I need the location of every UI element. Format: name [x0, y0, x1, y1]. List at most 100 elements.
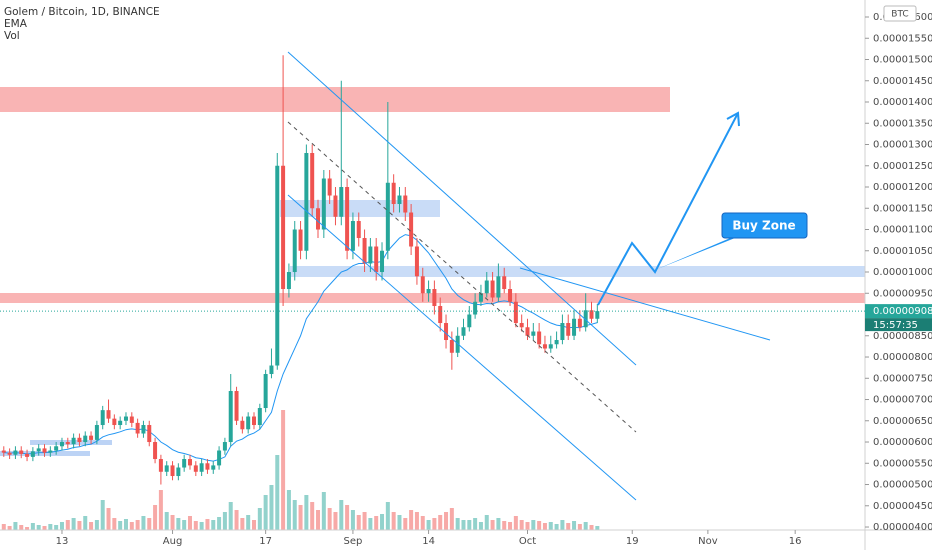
candle-body	[560, 323, 565, 341]
y-tick-label: 0.00001250	[873, 161, 932, 172]
candle-body	[59, 442, 64, 447]
volume-bar	[182, 520, 187, 530]
volume-bar	[554, 524, 559, 530]
candle-body	[269, 365, 274, 375]
candle-body	[397, 195, 402, 205]
volume-bar	[164, 512, 169, 530]
candle-body	[554, 340, 559, 345]
volume-bar	[380, 514, 385, 530]
volume-bar	[141, 516, 146, 530]
candle-body	[420, 276, 425, 294]
volume-bar	[461, 520, 466, 530]
y-tick-label: 0.00000550	[873, 458, 932, 469]
candle-body	[298, 229, 303, 251]
candle-body	[380, 250, 385, 273]
candle-body	[502, 276, 507, 290]
volume-bar	[496, 518, 501, 530]
volume-bar	[473, 518, 478, 530]
volume-bar	[490, 520, 495, 530]
candle-body	[589, 310, 594, 319]
candle-body	[153, 442, 158, 460]
volume-bar	[94, 520, 99, 530]
volume-bar	[176, 518, 181, 530]
volume-bar	[48, 524, 53, 530]
candle-body	[478, 293, 483, 302]
mid-line	[287, 121, 637, 433]
x-tick-label: 19	[626, 536, 639, 547]
callout	[721, 212, 808, 239]
volume-bar	[135, 520, 140, 530]
candle-body	[374, 246, 379, 273]
candle-body	[252, 416, 257, 426]
volume-bar	[385, 502, 390, 530]
candle-body	[409, 212, 414, 247]
volume-bar	[566, 523, 571, 530]
candle-body	[542, 344, 547, 349]
y-tick-label: 0.00000600	[873, 437, 932, 448]
volume-bar	[356, 515, 361, 530]
volume-bar	[333, 512, 338, 530]
candle-body	[65, 442, 70, 445]
y-tick-label: 0.00001300	[873, 140, 932, 151]
volume-bar	[310, 502, 315, 530]
volume-bar	[25, 527, 30, 530]
y-tick-label: 0.00000800	[873, 352, 932, 363]
y-tick-label: 0.00000650	[873, 416, 932, 427]
candle-body	[135, 422, 140, 434]
volume-bar	[374, 516, 379, 530]
y-tick-label: 0.00001550	[873, 33, 932, 44]
y-tick-label: 0.00001450	[873, 76, 932, 87]
arrow-head	[726, 111, 740, 127]
volume-bar	[147, 518, 152, 530]
candle-body	[123, 416, 128, 421]
candle-body	[7, 452, 12, 455]
candle-body	[519, 323, 524, 328]
candle-body	[228, 391, 233, 443]
candle-body	[112, 418, 117, 426]
volume-bar	[595, 526, 600, 530]
candle-body	[100, 410, 105, 426]
candle-body	[449, 340, 454, 353]
volume-bar	[30, 523, 35, 530]
currency-button[interactable]	[883, 5, 917, 22]
candle-body	[566, 323, 571, 336]
candle-body	[129, 416, 134, 423]
volume-bar	[269, 485, 274, 530]
y-tick-label: 0.00001400	[873, 97, 932, 108]
volume-bar	[414, 512, 419, 530]
x-tick-label: Oct	[519, 536, 536, 547]
candle-body	[548, 344, 553, 349]
volume-bar	[449, 508, 454, 530]
candle-body	[286, 272, 291, 290]
volume-bar	[89, 522, 94, 530]
candle-body	[246, 416, 251, 430]
volume-bar	[577, 524, 582, 530]
volume-bar	[19, 525, 24, 530]
chart-title: Golem / Bitcoin, 1D, BINANCE	[4, 6, 160, 18]
candle-body	[583, 310, 588, 328]
candle-body	[490, 280, 495, 298]
volume-bar	[281, 410, 286, 530]
candle-body	[403, 195, 408, 213]
trend-line	[287, 51, 637, 366]
candle-body	[531, 331, 536, 336]
candle-body	[106, 410, 111, 419]
candle-body	[205, 463, 210, 470]
x-tick-label: 16	[789, 536, 802, 547]
projection-arrow	[597, 112, 739, 306]
volume-bar	[286, 490, 291, 530]
candle-body	[199, 463, 204, 472]
indicator-label: EMA	[4, 18, 28, 30]
volume-bar	[426, 520, 431, 530]
y-tick-label: 0.00000500	[873, 480, 932, 491]
volume-bar	[519, 520, 524, 530]
y-tick-label: 0.00000450	[873, 501, 932, 512]
candle-body	[234, 391, 239, 421]
y-tick-label: 0.00001350	[873, 118, 932, 129]
candle-body	[292, 229, 297, 273]
candle-body	[385, 182, 390, 251]
volume-bar	[321, 492, 326, 530]
volume-bar	[187, 516, 192, 530]
candle-body	[141, 425, 146, 434]
candle-body	[176, 467, 181, 477]
